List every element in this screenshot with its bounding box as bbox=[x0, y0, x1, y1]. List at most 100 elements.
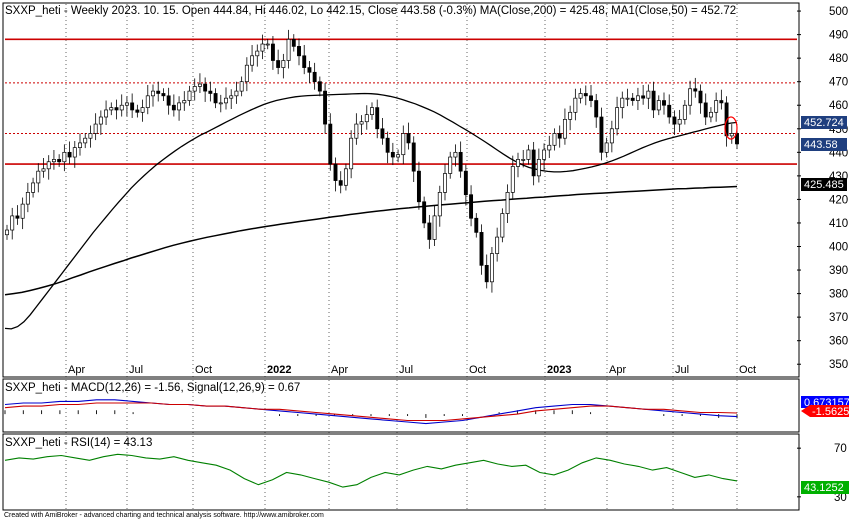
x-tick-label: Apr bbox=[68, 364, 85, 376]
candle-up bbox=[495, 236, 500, 254]
candle-down bbox=[479, 232, 484, 266]
candle-down bbox=[15, 215, 20, 219]
candle-up bbox=[349, 137, 354, 170]
candle-down bbox=[594, 100, 599, 118]
badge-rsi-text: 43.1252 bbox=[804, 482, 844, 494]
candle-up bbox=[729, 133, 734, 137]
candle-up bbox=[197, 83, 202, 87]
candle-down bbox=[57, 159, 62, 163]
rsi-series-line bbox=[4, 453, 738, 488]
macd-panel-frame bbox=[2, 378, 800, 433]
candle-down bbox=[317, 81, 322, 92]
candle-up bbox=[609, 128, 614, 144]
y-tick-label: 400 bbox=[829, 242, 848, 254]
candle-up bbox=[239, 81, 244, 92]
candle-up bbox=[453, 151, 458, 158]
candle-up bbox=[286, 38, 291, 61]
candle-up bbox=[46, 161, 51, 170]
candle-up bbox=[489, 253, 494, 283]
candle-down bbox=[662, 100, 666, 106]
y-tick-label: 490 bbox=[829, 30, 848, 42]
candle-up bbox=[98, 116, 103, 125]
candle-down bbox=[484, 264, 489, 283]
badge-close-text: 443.58 bbox=[804, 139, 838, 151]
candle-down bbox=[458, 151, 463, 172]
candle-up bbox=[354, 123, 359, 139]
candle-down bbox=[302, 55, 307, 68]
candle-up bbox=[542, 149, 547, 160]
candle-down bbox=[589, 95, 593, 101]
candle-up bbox=[682, 104, 687, 120]
candle-up bbox=[119, 104, 124, 111]
x-tick-label: Oct bbox=[739, 364, 756, 376]
candle-up bbox=[51, 159, 56, 163]
candle-up bbox=[36, 170, 41, 184]
candle-up bbox=[437, 192, 442, 217]
y-tick-label: 420 bbox=[829, 194, 848, 206]
candle-up bbox=[124, 102, 129, 106]
candle-up bbox=[218, 102, 223, 105]
candle-down bbox=[114, 107, 119, 111]
candle-up bbox=[72, 147, 77, 158]
y-tick-label: 390 bbox=[829, 265, 848, 277]
ma50-line bbox=[4, 92, 738, 330]
candle-up bbox=[78, 142, 82, 148]
candle-up bbox=[635, 95, 640, 101]
candle-up bbox=[88, 133, 93, 139]
main-x-axis: Apr Jul Oct 2022 Apr Jul Oct 2023 Apr Jul Oct bbox=[68, 364, 756, 376]
candle-up bbox=[432, 215, 437, 240]
candle-up bbox=[714, 100, 719, 113]
candle-down bbox=[583, 93, 588, 97]
macd-lines bbox=[4, 399, 738, 425]
candle-down bbox=[156, 90, 161, 94]
x-tick-label: Oct bbox=[469, 364, 486, 376]
candle-down bbox=[427, 222, 432, 240]
candle-up bbox=[500, 213, 505, 238]
candle-up bbox=[443, 173, 447, 193]
candle-up bbox=[656, 100, 661, 111]
candle-down bbox=[698, 90, 703, 104]
candle-up bbox=[401, 133, 406, 156]
candle-up bbox=[615, 107, 620, 130]
x-tick-label: 2023 bbox=[547, 364, 571, 376]
candle-up bbox=[140, 107, 145, 113]
y-tick-label: 500 bbox=[829, 6, 848, 18]
y-tick-label: 470 bbox=[829, 77, 848, 89]
candle-down bbox=[135, 109, 140, 113]
candle-down bbox=[323, 90, 328, 125]
candle-down bbox=[474, 217, 479, 233]
candle-down bbox=[161, 93, 166, 97]
candle-up bbox=[41, 168, 46, 172]
candle-up bbox=[370, 107, 374, 116]
candle-down bbox=[276, 60, 281, 68]
candle-up bbox=[620, 97, 625, 108]
candle-up bbox=[448, 156, 453, 174]
badge-ma50-text: 452.724 bbox=[804, 117, 844, 129]
candle-up bbox=[255, 50, 260, 57]
candle-up bbox=[359, 121, 364, 125]
ma200-line bbox=[4, 185, 738, 296]
candle-down bbox=[130, 102, 135, 111]
candle-up bbox=[516, 159, 520, 167]
candle-down bbox=[531, 149, 536, 177]
candle-up bbox=[568, 111, 573, 120]
candle-up bbox=[281, 60, 286, 68]
candle-up bbox=[83, 137, 88, 144]
candle-up bbox=[646, 90, 651, 99]
candle-up bbox=[562, 119, 567, 139]
candles-layer bbox=[5, 29, 739, 293]
candle-down bbox=[735, 133, 739, 145]
candle-up bbox=[187, 90, 192, 101]
candle-down bbox=[307, 67, 312, 73]
y-tick-label: 350 bbox=[829, 359, 848, 371]
candle-down bbox=[463, 170, 468, 196]
candle-down bbox=[297, 46, 301, 57]
badge-ma200: 425.485 bbox=[801, 178, 847, 191]
y-tick-label: 410 bbox=[829, 218, 848, 230]
x-tick-label: Jul bbox=[129, 364, 143, 376]
y-tick-label: 370 bbox=[829, 312, 848, 324]
candle-up bbox=[260, 43, 265, 52]
candle-up bbox=[526, 149, 531, 160]
